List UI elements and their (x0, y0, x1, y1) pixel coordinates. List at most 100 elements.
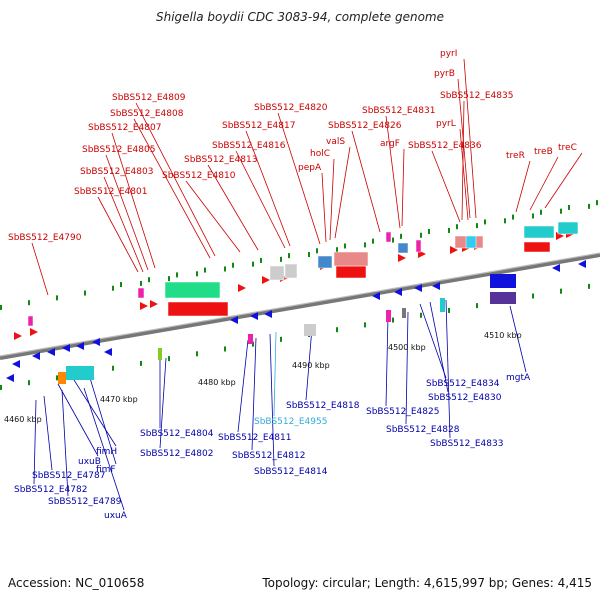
track-tick (400, 233, 402, 239)
gene-block (27, 315, 34, 327)
topology-label: Topology: circular; Length: 4,615,997 bp… (262, 576, 592, 590)
leader-line (351, 130, 381, 233)
track-tick (448, 307, 450, 313)
gene-label-forward[interactable]: SbBS512_E4807 (88, 123, 161, 133)
track-tick (420, 232, 422, 238)
accession-label: Accession: NC_010658 (8, 576, 145, 590)
track-tick (588, 203, 590, 209)
leader-line (401, 148, 405, 227)
gene-label-forward[interactable]: treB (534, 147, 553, 157)
gene-label-reverse[interactable]: fimH (96, 447, 117, 457)
gene-reverse (394, 288, 402, 296)
leader-line (459, 128, 469, 221)
track-tick (428, 229, 430, 235)
track-tick (560, 208, 562, 214)
gene-label-forward[interactable]: SbBS512_E4790 (8, 233, 82, 243)
track-tick (336, 247, 338, 253)
gene-label-forward[interactable]: SbBS512_E4803 (80, 167, 153, 177)
gene-label-forward[interactable]: pyrL (436, 119, 456, 129)
leader-line (463, 58, 477, 219)
gene-label-forward[interactable]: argF (380, 139, 400, 149)
gene-label-forward[interactable]: treC (558, 143, 577, 153)
gene-label-forward[interactable]: SbBS512_E4805 (82, 145, 155, 155)
gene-label-forward[interactable]: SbBS512_E4816 (212, 141, 286, 151)
gene-block (167, 301, 229, 317)
leader-line (133, 118, 211, 259)
leader-line (43, 395, 53, 471)
leader-line (73, 379, 117, 447)
gene-label-forward[interactable]: SbBS512_E4820 (254, 103, 328, 113)
gene-label-reverse[interactable]: SbBS512_E4782 (14, 485, 87, 495)
leader-line (431, 150, 461, 223)
gene-label-reverse[interactable]: SbBS512_E4830 (428, 393, 502, 403)
gene-reverse (104, 348, 112, 356)
gene-label-forward[interactable]: SbBS512_E4835 (440, 91, 513, 101)
gene-label-forward[interactable]: SbBS512_E4826 (328, 121, 402, 131)
gene-label-reverse[interactable]: mgtA (506, 373, 531, 383)
gene-block (66, 366, 94, 380)
gene-label-forward[interactable]: SbBS512_E4817 (222, 121, 295, 131)
gene-label-forward[interactable]: SbBS512_E4810 (162, 171, 236, 181)
gene-label-forward[interactable]: treR (506, 151, 525, 161)
gene-label-reverse[interactable]: uxuB (78, 457, 101, 467)
leader-line (89, 377, 117, 465)
gene-label-forward[interactable]: pyrI (440, 49, 457, 59)
leader-line (103, 176, 144, 273)
gene-label-reverse[interactable]: SbBS512_E4787 (32, 471, 105, 481)
track-tick (504, 218, 506, 224)
gene-label-reverse[interactable]: SbBS512_E4802 (140, 449, 213, 459)
gene-label-reverse[interactable]: SbBS512_E4834 (426, 379, 500, 389)
gene-label-forward[interactable]: SbBS512_E4801 (74, 187, 147, 197)
gene-label-forward[interactable]: SbBS512_E4813 (184, 155, 257, 165)
scale-tick-label: 4470 kbp (100, 395, 138, 404)
gene-label-reverse[interactable]: SbBS512_E4818 (286, 401, 360, 411)
track-tick (28, 300, 30, 306)
gene-label-reverse[interactable]: SbBS512_E4812 (232, 451, 305, 461)
gene-forward (30, 328, 38, 336)
gene-label-reverse[interactable]: uxuA (104, 511, 128, 521)
gene-reverse (32, 352, 40, 360)
track-tick (196, 351, 198, 357)
track-tick (364, 242, 366, 248)
gene-label-reverse[interactable]: SbBS512_E4825 (366, 407, 439, 417)
track-tick (148, 277, 150, 283)
gene-label-forward[interactable]: SbBS512_E4809 (112, 93, 186, 103)
gene-label-forward[interactable]: SbBS512_E4831 (362, 106, 435, 116)
gene-label-reverse[interactable]: SbBS512_E4955 (254, 417, 327, 427)
gene-label-reverse[interactable]: SbBS512_E4804 (140, 429, 214, 439)
track-tick (532, 213, 534, 219)
gene-label-forward[interactable]: valS (326, 137, 345, 147)
gene-reverse (6, 374, 14, 382)
gene-block (386, 310, 391, 322)
gene-reverse (92, 338, 100, 346)
track-tick (588, 283, 590, 289)
gene-label-reverse[interactable]: SbBS512_E4789 (48, 497, 122, 507)
gene-label-forward[interactable]: pepA (298, 163, 322, 173)
track-tick (540, 209, 542, 215)
gene-block (415, 239, 422, 253)
leader-line (185, 180, 241, 253)
track-tick (112, 285, 114, 291)
leader-line (544, 152, 583, 209)
gene-label-reverse[interactable]: SbBS512_E4828 (386, 425, 460, 435)
gene-label-forward[interactable]: SbBS512_E4836 (408, 141, 482, 151)
scale-tick-label: 4500 kbp (388, 343, 426, 352)
gene-forward (238, 284, 246, 292)
scale-tick-label: 4460 kbp (4, 415, 42, 424)
gene-block (58, 372, 66, 384)
track-tick (392, 237, 394, 243)
gene-label-forward[interactable]: SbBS512_E4808 (110, 109, 184, 119)
leader-line (61, 389, 69, 497)
gene-label-reverse[interactable]: SbBS512_E4814 (254, 467, 328, 477)
gene-label-forward[interactable]: pyrB (434, 69, 455, 79)
track-tick (448, 227, 450, 233)
gene-label-reverse[interactable]: SbBS512_E4811 (218, 433, 291, 443)
gene-label-reverse[interactable]: fimF (96, 465, 116, 475)
gene-forward (262, 276, 270, 284)
gene-label-forward[interactable]: holC (310, 149, 330, 159)
leader-line (329, 158, 335, 241)
track-tick (364, 322, 366, 328)
gene-forward (398, 254, 406, 262)
gene-label-reverse[interactable]: SbBS512_E4833 (430, 439, 503, 449)
